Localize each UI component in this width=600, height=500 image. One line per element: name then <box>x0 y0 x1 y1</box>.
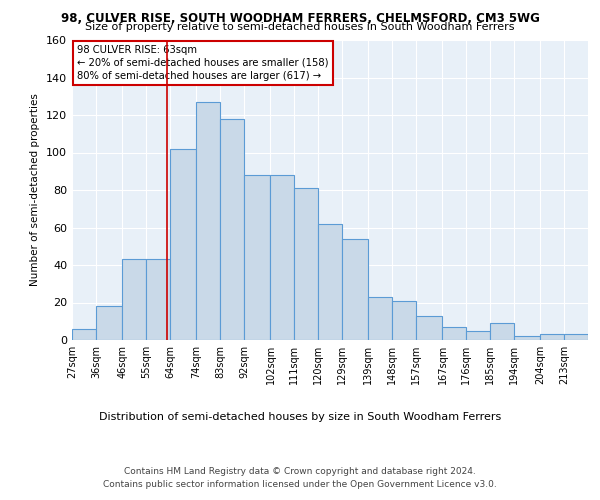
Bar <box>146 260 170 340</box>
Bar <box>271 175 294 340</box>
Bar <box>294 188 318 340</box>
Bar <box>564 334 588 340</box>
Bar <box>442 327 466 340</box>
Bar <box>514 336 541 340</box>
Bar <box>196 102 220 340</box>
Text: Size of property relative to semi-detached houses in South Woodham Ferrers: Size of property relative to semi-detach… <box>85 22 515 32</box>
Bar <box>122 260 146 340</box>
Bar <box>170 149 196 340</box>
Bar <box>244 175 271 340</box>
Text: 98, CULVER RISE, SOUTH WOODHAM FERRERS, CHELMSFORD, CM3 5WG: 98, CULVER RISE, SOUTH WOODHAM FERRERS, … <box>61 12 539 26</box>
Bar <box>490 323 514 340</box>
Bar <box>96 306 122 340</box>
Bar <box>541 334 564 340</box>
Text: Distribution of semi-detached houses by size in South Woodham Ferrers: Distribution of semi-detached houses by … <box>99 412 501 422</box>
Bar <box>318 224 342 340</box>
Bar <box>416 316 442 340</box>
Y-axis label: Number of semi-detached properties: Number of semi-detached properties <box>31 94 40 286</box>
Bar <box>220 118 244 340</box>
Bar <box>466 330 490 340</box>
Text: Contains HM Land Registry data © Crown copyright and database right 2024.: Contains HM Land Registry data © Crown c… <box>124 468 476 476</box>
Text: Contains public sector information licensed under the Open Government Licence v3: Contains public sector information licen… <box>103 480 497 489</box>
Bar <box>368 297 392 340</box>
Text: 98 CULVER RISE: 63sqm
← 20% of semi-detached houses are smaller (158)
80% of sem: 98 CULVER RISE: 63sqm ← 20% of semi-deta… <box>77 44 329 81</box>
Bar <box>392 300 416 340</box>
Bar <box>72 329 96 340</box>
Bar <box>342 239 368 340</box>
